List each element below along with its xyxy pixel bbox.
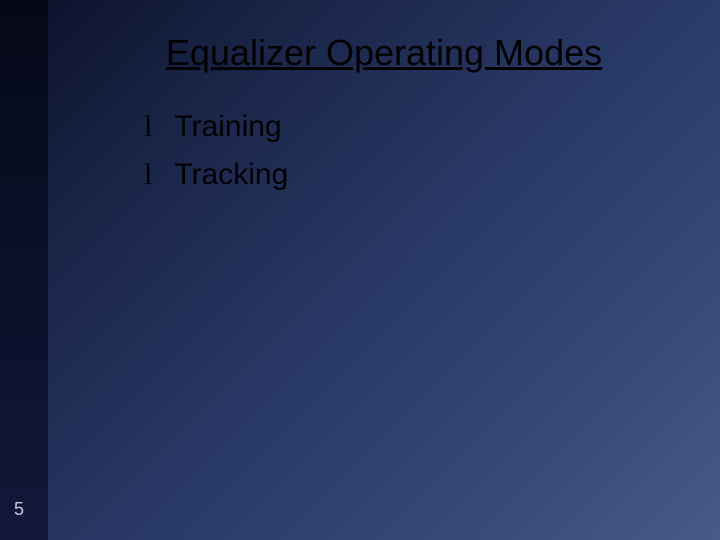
list-item: l Tracking (144, 158, 720, 192)
slide-title: Equalizer Operating Modes (48, 32, 720, 74)
bullet-icon: l (144, 112, 152, 142)
left-accent-bar (0, 0, 48, 540)
bullet-text: Tracking (174, 158, 288, 192)
slide: Equalizer Operating Modes l Training l T… (0, 0, 720, 540)
bullet-list: l Training l Tracking (48, 110, 720, 192)
bullet-text: Training (174, 110, 281, 144)
page-number: 5 (14, 499, 24, 520)
bullet-icon: l (144, 160, 152, 190)
list-item: l Training (144, 110, 720, 144)
slide-content: Equalizer Operating Modes l Training l T… (48, 0, 720, 540)
